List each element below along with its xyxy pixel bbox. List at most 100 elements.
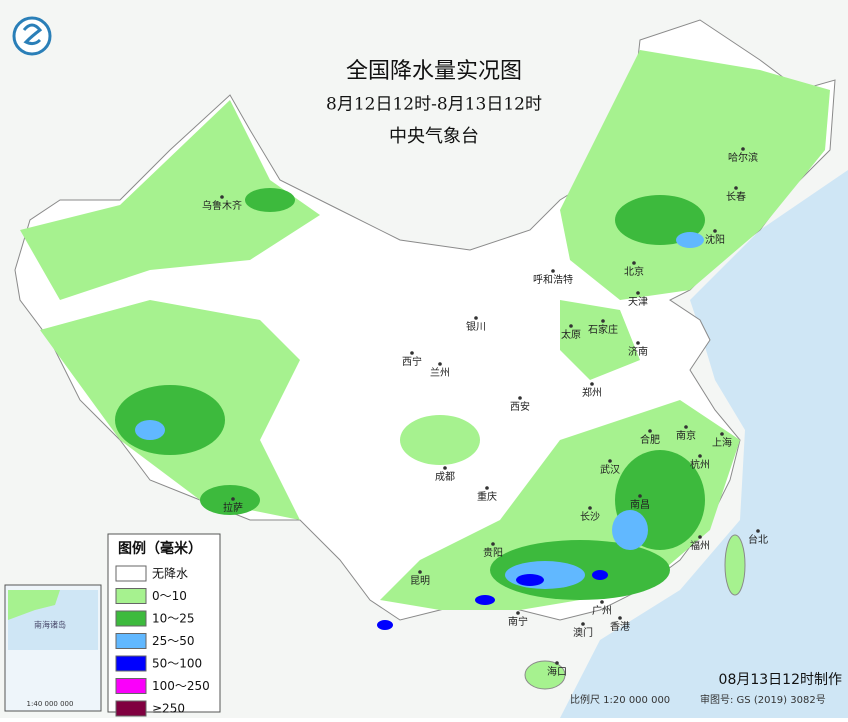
city-dot <box>588 506 592 510</box>
taiwan <box>724 534 746 596</box>
approval: 审图号: GS (2019) 3082号 <box>700 693 826 706</box>
city-dot <box>590 382 594 386</box>
city-dot <box>618 616 622 620</box>
city-label: 贵阳 <box>483 546 503 559</box>
city-dot <box>410 351 414 355</box>
legend-label: 无降水 <box>152 567 188 581</box>
city-label: 兰州 <box>430 366 450 379</box>
city-dot <box>443 466 447 470</box>
city-label: 昆明 <box>410 575 430 587</box>
legend-title: 图例（毫米） <box>118 540 202 557</box>
legend-swatch <box>115 633 147 649</box>
city-dot <box>485 486 489 490</box>
city-dot <box>581 622 585 626</box>
city-label: 武汉 <box>600 463 620 476</box>
city-dot <box>720 432 724 436</box>
city-label: 福州 <box>690 539 710 552</box>
city-label: 天津 <box>628 296 648 308</box>
legend-swatch <box>115 655 147 672</box>
subtitle: 8月12日12时-8月13日12时 <box>326 95 542 115</box>
city-label: 上海 <box>712 436 732 449</box>
city-dot <box>636 341 640 345</box>
city-label: 石家庄 <box>588 323 618 336</box>
rainstorm-areas <box>377 570 608 630</box>
city-label: 南京 <box>676 429 696 442</box>
city-dot <box>438 362 442 366</box>
agency: 中央气象台 <box>389 126 479 147</box>
inset-scale: 1:40 000 000 <box>27 700 74 708</box>
city-label: 南宁 <box>508 615 528 628</box>
legend-swatch <box>115 565 147 582</box>
legend-label: 100～250 <box>152 679 210 693</box>
city-label: 南昌 <box>630 498 650 511</box>
legend-swatch <box>115 700 147 717</box>
legend-label: 50～100 <box>152 657 202 671</box>
city-dot <box>220 195 224 199</box>
city-dot <box>713 229 717 233</box>
light-rain-areas <box>20 50 830 610</box>
scale: 比例尺 1:20 000 000 <box>570 693 670 706</box>
city-label: 长春 <box>726 191 746 203</box>
city-label: 广州 <box>592 605 612 617</box>
city-label: 拉萨 <box>223 501 243 514</box>
inset-land <box>8 590 60 620</box>
city-dot <box>636 291 640 295</box>
city-dot <box>756 529 760 533</box>
city-label: 合肥 <box>640 433 660 446</box>
city-dot <box>608 459 612 463</box>
inset-name: 南海诸岛 <box>34 620 66 630</box>
city-dot <box>418 570 422 574</box>
city-dot <box>569 324 573 328</box>
city-label: 西宁 <box>402 355 422 368</box>
city-dot <box>491 542 495 546</box>
city-label: 呼和浩特 <box>533 274 573 286</box>
city-dot <box>698 454 702 458</box>
city-label: 澳门 <box>573 626 593 639</box>
city-dot <box>516 611 520 615</box>
title: 全国降水量实况图 <box>346 59 522 84</box>
city-label: 香港 <box>610 621 630 633</box>
legend-swatch <box>115 610 147 627</box>
legend: 无降水 0～10 10～25 25～50 50～100 100～250 ≥250 <box>115 565 210 717</box>
city-dot <box>600 600 604 604</box>
city-label: 成都 <box>435 471 455 483</box>
city-dot <box>638 494 642 498</box>
heavy-rain-areas <box>135 232 704 589</box>
legend-swatch <box>115 588 147 604</box>
legend-swatch <box>115 678 147 694</box>
legend-label: 0～10 <box>152 589 187 603</box>
sea <box>560 170 848 718</box>
city-dot <box>684 425 688 429</box>
city-label: 太原 <box>561 328 581 341</box>
city-label: 海口 <box>547 665 567 678</box>
legend-label: 25～50 <box>152 634 195 648</box>
city-dot <box>555 661 559 665</box>
city-label: 乌鲁木齐 <box>202 199 242 212</box>
city-dot <box>734 186 738 190</box>
city-label: 济南 <box>628 345 648 358</box>
city-label: 郑州 <box>582 386 602 399</box>
legend-label: 10～25 <box>152 612 195 626</box>
city-label: 北京 <box>624 265 644 278</box>
city-label: 银川 <box>466 320 486 333</box>
city-dot <box>648 429 652 433</box>
hainan <box>524 660 566 690</box>
city-dot <box>231 497 235 501</box>
city-label: 杭州 <box>690 458 710 471</box>
city-dot <box>632 261 636 265</box>
city-label: 西安 <box>510 400 530 413</box>
legend-label: ≥250 <box>152 702 185 716</box>
city-dot <box>518 396 522 400</box>
city-dot <box>474 316 478 320</box>
city-label: 哈尔滨 <box>728 151 758 164</box>
city-dot <box>551 269 555 273</box>
city-label: 沈阳 <box>705 233 725 246</box>
city-label: 台北 <box>748 533 768 546</box>
issued: 08月13日12时制作 <box>719 672 842 688</box>
city-dot <box>601 319 605 323</box>
city-label: 重庆 <box>477 490 497 503</box>
city-dot <box>741 147 745 151</box>
city-dot <box>698 535 702 539</box>
